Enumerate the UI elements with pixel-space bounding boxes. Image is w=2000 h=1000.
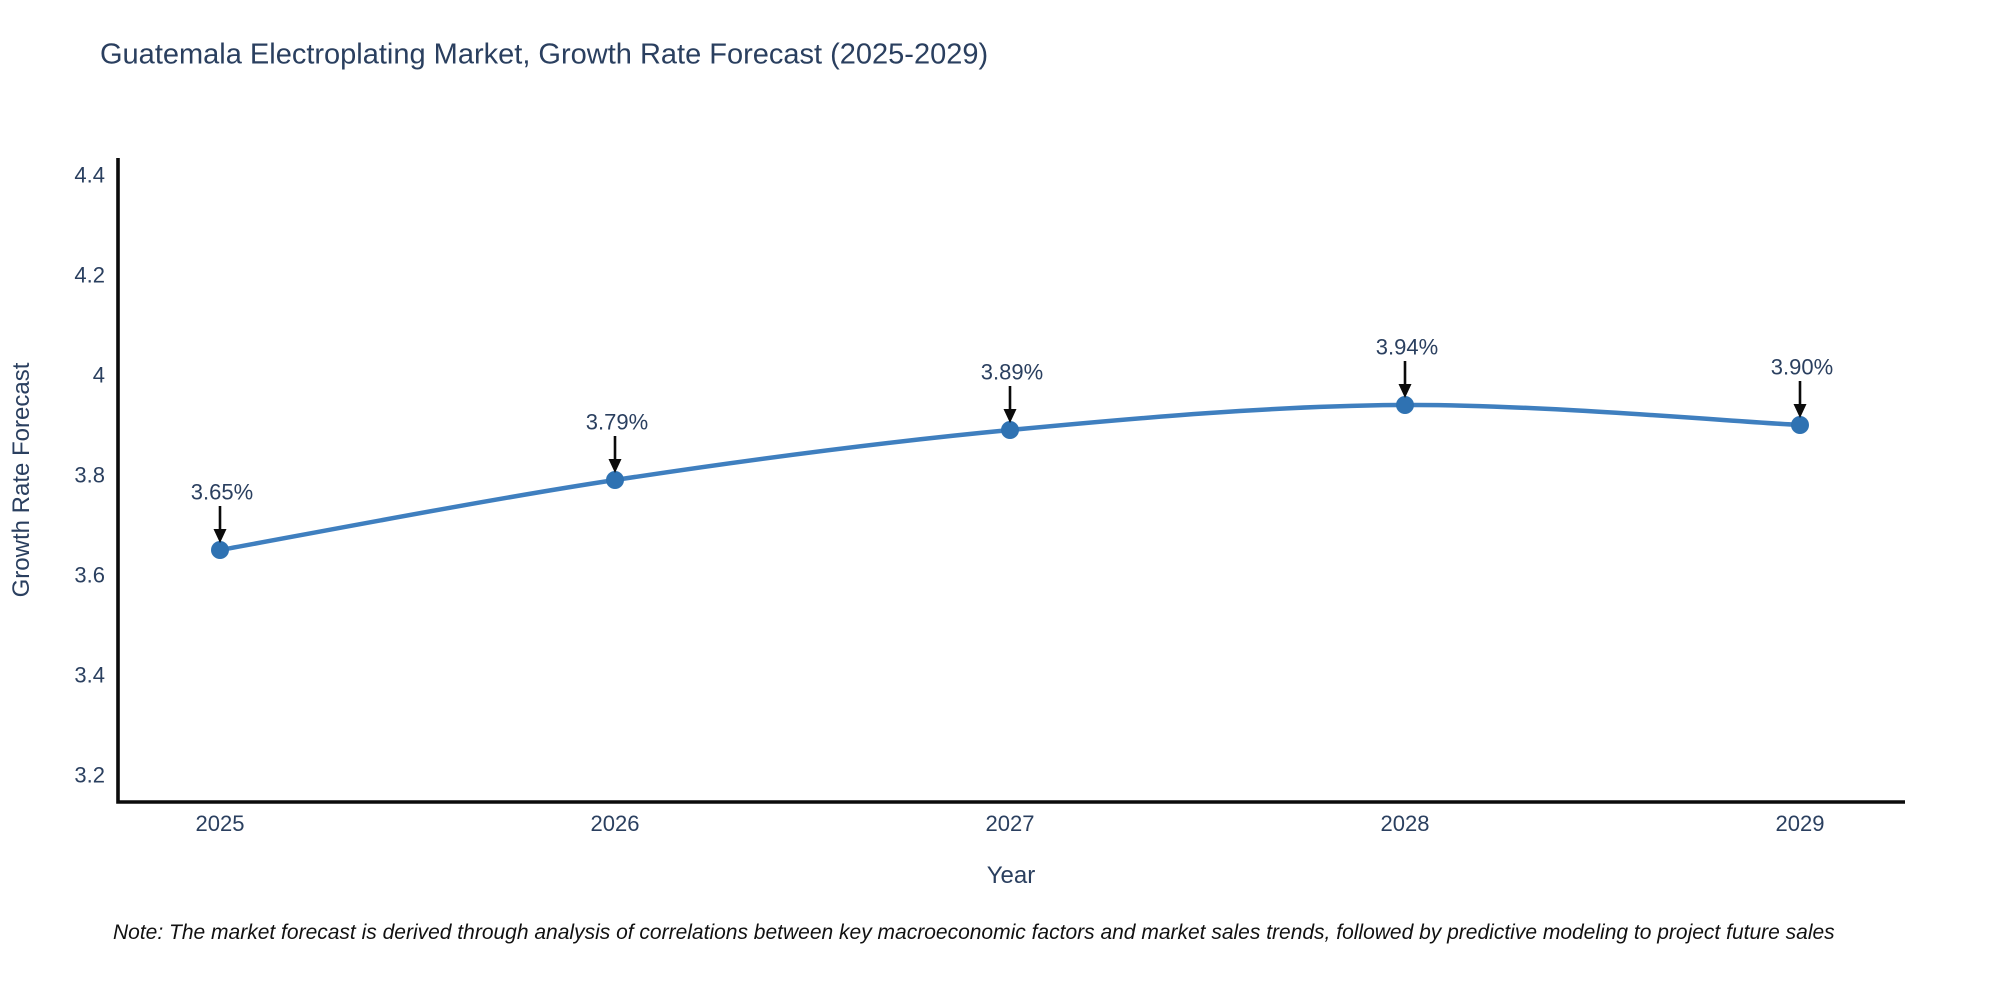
- annotation-arrow-head: [1003, 409, 1017, 423]
- annotation-arrow-head: [1398, 384, 1412, 398]
- point-value-label: 3.94%: [1376, 335, 1438, 360]
- annotation-arrow-head: [1793, 404, 1807, 418]
- data-point: [1396, 396, 1414, 414]
- y-tick-label: 3.8: [74, 463, 105, 488]
- chart-title: Guatemala Electroplating Market, Growth …: [100, 38, 989, 71]
- x-axis-title: Year: [986, 862, 1036, 889]
- y-tick-label: 4.2: [74, 263, 105, 288]
- point-value-label: 3.90%: [1771, 355, 1833, 380]
- x-tick-label: 2026: [591, 811, 640, 836]
- x-tick-label: 2028: [1381, 811, 1430, 836]
- footnote: Note: The market forecast is derived thr…: [113, 921, 1835, 944]
- x-tick-label: 2027: [986, 811, 1035, 836]
- data-point: [211, 541, 229, 559]
- x-tick-label: 2025: [196, 811, 245, 836]
- y-tick-label: 4.4: [74, 163, 105, 188]
- data-point: [606, 471, 624, 489]
- annotation-arrow-head: [213, 529, 227, 543]
- y-tick-label: 3.6: [74, 563, 105, 588]
- annotation-arrow-head: [608, 459, 622, 473]
- point-value-label: 3.89%: [981, 360, 1043, 385]
- data-point: [1001, 421, 1019, 439]
- y-tick-label: 3.4: [74, 663, 105, 688]
- point-value-label: 3.79%: [586, 410, 648, 435]
- x-tick-label: 2029: [1776, 811, 1825, 836]
- data-point: [1791, 416, 1809, 434]
- y-tick-label: 3.2: [74, 763, 105, 788]
- axis-lines: [116, 158, 1905, 804]
- y-tick-label: 4: [93, 363, 105, 388]
- point-value-label: 3.65%: [191, 480, 253, 505]
